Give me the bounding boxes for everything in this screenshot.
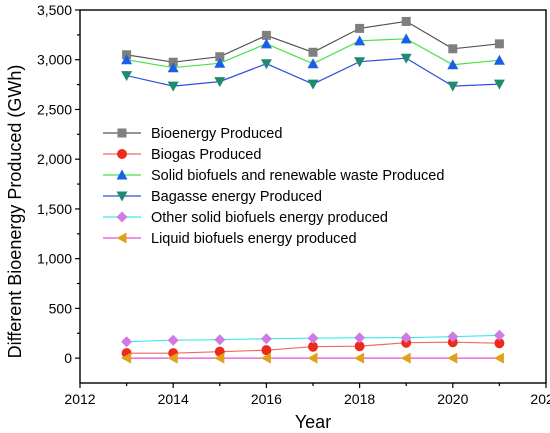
- data-point: [260, 38, 272, 49]
- legend-item: Biogas Produced: [103, 147, 261, 163]
- data-point: [121, 336, 133, 348]
- legend-marker: [116, 211, 128, 223]
- data-point: [307, 332, 319, 344]
- data-point: [121, 71, 133, 82]
- data-point: [308, 47, 318, 57]
- legend-label: Solid biofuels and renewable waste Produ…: [151, 168, 444, 184]
- data-point: [308, 341, 318, 352]
- data-point: [354, 352, 365, 364]
- data-point: [354, 57, 366, 68]
- x-tick-label: 2016: [251, 391, 282, 407]
- data-point: [260, 352, 271, 364]
- data-point: [214, 352, 225, 364]
- data-point: [215, 52, 225, 62]
- data-point: [493, 352, 504, 364]
- data-point: [493, 54, 505, 65]
- legend-marker: [116, 191, 128, 202]
- data-point: [355, 23, 365, 33]
- legend-item: Solid biofuels and renewable waste Produ…: [103, 168, 444, 184]
- legend-item: Bagasse energy Produced: [103, 189, 322, 205]
- data-point: [260, 333, 272, 345]
- data-point: [400, 352, 411, 364]
- series-4: [121, 329, 505, 348]
- y-tick-label: 1,000: [37, 251, 72, 267]
- data-point: [354, 332, 366, 344]
- data-point: [400, 33, 412, 44]
- legend-label: Bagasse energy Produced: [151, 189, 322, 205]
- data-point: [447, 59, 459, 70]
- data-point: [260, 59, 272, 70]
- legend-marker: [117, 149, 127, 159]
- x-axis-title: Year: [295, 412, 331, 432]
- data-point: [167, 334, 179, 346]
- data-point: [354, 35, 366, 46]
- data-point: [447, 352, 458, 364]
- series-2: [121, 33, 505, 73]
- y-tick-label: 3,500: [37, 2, 72, 18]
- x-tick-label: 2014: [158, 391, 189, 407]
- y-tick-label: 500: [49, 300, 73, 316]
- data-point: [121, 54, 133, 65]
- data-point: [494, 338, 505, 349]
- legend-marker: [116, 232, 127, 244]
- data-point: [354, 341, 365, 352]
- series-layer: [121, 16, 505, 364]
- data-point: [261, 345, 272, 356]
- data-point: [214, 57, 226, 68]
- y-tick-label: 2,000: [37, 151, 72, 167]
- y-tick-label: 3,000: [37, 52, 72, 68]
- legend-label: Liquid biofuels energy produced: [151, 231, 357, 247]
- series-3: [121, 53, 505, 92]
- data-point: [167, 62, 179, 73]
- legend-item: Bioenergy Produced: [103, 126, 282, 142]
- axes: 2012 2014 2016 2018 2020 2022 0 500 1,000 1,500 2,…: [37, 2, 550, 407]
- data-point: [214, 77, 226, 88]
- legend-marker: [117, 128, 127, 138]
- data-point: [493, 329, 505, 341]
- legend-item: Other solid biofuels energy produced: [103, 210, 388, 226]
- data-point: [167, 81, 179, 92]
- data-point: [307, 79, 319, 90]
- data-point: [401, 16, 411, 26]
- data-point: [448, 44, 458, 54]
- data-point: [307, 352, 318, 364]
- x-tick-label: 2020: [437, 391, 468, 407]
- x-tick-label: 2022: [530, 391, 550, 407]
- data-point: [261, 30, 271, 40]
- legend: Bioenergy Produced Biogas Produced Solid b…: [103, 126, 444, 247]
- data-point: [494, 39, 504, 49]
- y-tick-label: 2,500: [37, 101, 72, 117]
- data-point: [447, 81, 459, 92]
- legend-label: Bioenergy Produced: [151, 126, 282, 142]
- data-point: [493, 79, 505, 90]
- y-tick-label: 0: [64, 350, 72, 366]
- x-tick-label: 2018: [344, 391, 375, 407]
- legend-marker: [116, 169, 128, 180]
- legend-item: Liquid biofuels energy produced: [103, 231, 357, 247]
- series-5: [121, 352, 504, 364]
- y-tick-label: 1,500: [37, 201, 72, 217]
- data-point: [167, 352, 178, 364]
- x-tick-label: 2012: [64, 391, 95, 407]
- data-point: [400, 53, 412, 64]
- data-point: [121, 352, 132, 364]
- data-point: [214, 334, 226, 346]
- y-axis-title: Different Bioenergy Produced (GWh): [5, 65, 25, 359]
- data-point: [307, 58, 319, 69]
- legend-label: Other solid biofuels energy produced: [151, 210, 388, 226]
- data-point: [447, 331, 459, 343]
- legend-label: Biogas Produced: [151, 147, 261, 163]
- data-point: [400, 332, 412, 344]
